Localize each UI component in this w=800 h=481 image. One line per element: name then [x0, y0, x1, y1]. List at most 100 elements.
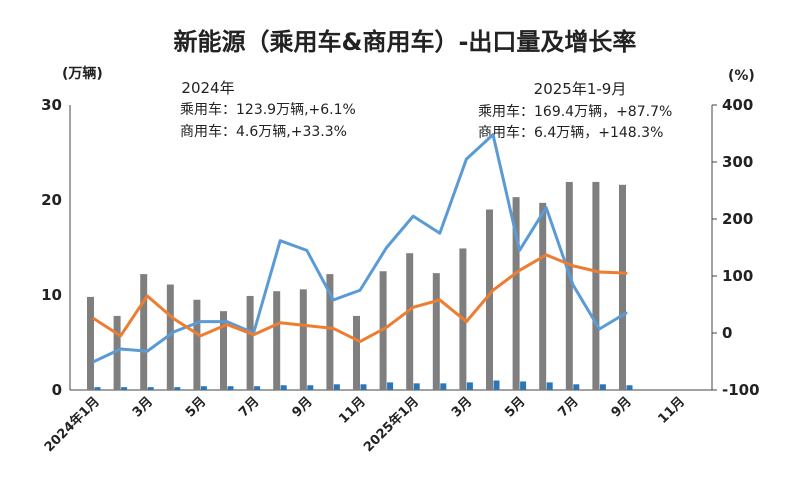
point-series-orange: [438, 298, 441, 302]
bar-commercial: [440, 383, 447, 390]
annotation-2025-heading: 2025年1-9月: [534, 80, 627, 98]
bar-passenger: [166, 284, 174, 390]
x-tick-label: 9月: [289, 394, 315, 420]
bar-passenger: [220, 311, 227, 390]
point-series-orange: [252, 333, 255, 336]
point-series-orange: [412, 306, 415, 309]
bar-passenger: [326, 274, 334, 390]
bar-passenger: [113, 315, 121, 390]
bar-passenger: [353, 315, 360, 390]
point-series-blue: [545, 206, 548, 209]
x-tick-label: 2025年1月: [360, 394, 422, 456]
x-tick-label: 11月: [655, 394, 688, 427]
right-tick-label: 200: [722, 210, 753, 228]
point-series-blue: [518, 249, 521, 252]
bar-passenger: [273, 291, 281, 390]
x-tick-label: 7月: [555, 394, 581, 420]
x-tick-label: 9月: [609, 394, 635, 420]
bar-passenger: [193, 299, 201, 390]
point-series-blue: [465, 157, 468, 161]
bar-commercial: [280, 385, 287, 390]
x-tick-label: 7月: [236, 394, 262, 420]
bar-passenger: [565, 181, 573, 390]
left-axis-unit: (万辆): [62, 65, 103, 82]
chart-title: 新能源（乘用车&商用车）-出口量及增长率: [174, 28, 637, 56]
point-series-blue: [624, 311, 628, 315]
point-series-blue: [491, 133, 495, 136]
point-series-orange: [305, 324, 308, 327]
point-series-blue: [225, 320, 229, 323]
point-series-orange: [491, 289, 495, 292]
point-series-blue: [332, 298, 335, 302]
point-series-blue: [305, 249, 308, 252]
point-series-orange: [545, 253, 548, 257]
right-tick-label: 0: [722, 324, 732, 342]
bar-passenger: [539, 202, 547, 390]
point-series-orange: [146, 294, 149, 298]
point-series-orange: [518, 269, 521, 272]
bar-commercial: [94, 387, 101, 390]
point-series-orange: [571, 264, 574, 267]
point-series-blue: [412, 214, 415, 218]
point-series-blue: [385, 246, 388, 249]
x-tick-label: 3月: [130, 394, 156, 420]
point-series-blue: [571, 283, 574, 286]
annotation-2025-passenger: 乘用车：169.4万辆，+87.7%: [478, 103, 672, 120]
bar-passenger: [87, 296, 94, 390]
bar-passenger: [299, 289, 307, 390]
point-series-orange: [199, 334, 202, 338]
right-tick-label: 400: [722, 96, 753, 114]
bar-commercial: [174, 387, 181, 390]
point-series-orange: [332, 327, 335, 330]
bar-commercial: [599, 384, 606, 390]
annotation-2025-commercial: 商用车：6.4万辆，+148.3%: [478, 124, 663, 141]
bar-commercial: [413, 383, 420, 390]
left-tick-label: 30: [41, 96, 62, 114]
bar-passenger: [246, 295, 254, 390]
point-series-blue: [172, 330, 175, 334]
bar-commercial: [493, 380, 500, 390]
point-series-orange: [279, 321, 282, 324]
left-tick-label: 20: [41, 191, 62, 209]
bar-passenger: [140, 274, 148, 390]
bar-commercial: [147, 387, 154, 390]
point-series-orange: [624, 271, 628, 275]
point-series-blue: [279, 239, 282, 242]
bar-commercial: [333, 384, 340, 390]
bar-commercial: [520, 381, 527, 390]
right-tick-label: 300: [722, 153, 753, 171]
bar-commercial: [360, 384, 367, 390]
annotation-2024-heading: 2024年: [181, 79, 234, 97]
point-series-orange: [598, 270, 601, 274]
bar-commercial: [307, 385, 314, 390]
annotation-2024: 2024年 乘用车：123.9万辆,+6.1% 商用车：4.6万辆,+33.3%: [180, 79, 356, 140]
left-tick-label: 10: [41, 286, 62, 304]
point-series-orange: [92, 317, 96, 320]
point-series-blue: [598, 327, 601, 331]
point-series-orange: [465, 320, 468, 323]
point-series-orange: [172, 317, 175, 320]
bar-passenger: [619, 184, 626, 390]
point-series-blue: [358, 289, 362, 292]
bar-commercial: [200, 386, 207, 390]
bar-passenger: [592, 181, 600, 390]
annotation-2024-commercial: 商用车：4.6万辆,+33.3%: [180, 123, 347, 140]
point-series-blue: [199, 320, 202, 323]
bar-commercial: [626, 385, 633, 390]
x-tick-label: 11月: [336, 394, 369, 427]
bar-commercial: [254, 386, 261, 390]
point-series-blue: [119, 347, 122, 351]
bar-passenger: [512, 197, 520, 390]
point-series-blue: [146, 350, 149, 353]
plot-area: 0 10 20 30 -100 0 100 200 300 400 2024年1月 3月 5月 7月 9月 1…: [41, 96, 759, 455]
bar-commercial: [546, 382, 553, 390]
x-tick-label: 5月: [502, 394, 528, 420]
right-tick-label: -100: [722, 381, 760, 399]
point-series-orange: [385, 326, 388, 329]
right-axis-unit: (%): [728, 68, 755, 84]
point-series-orange: [358, 340, 362, 343]
point-series-orange: [225, 323, 229, 326]
bar-commercial: [573, 384, 580, 390]
left-tick-label: 0: [52, 381, 62, 399]
right-tick-label: 100: [722, 267, 753, 285]
